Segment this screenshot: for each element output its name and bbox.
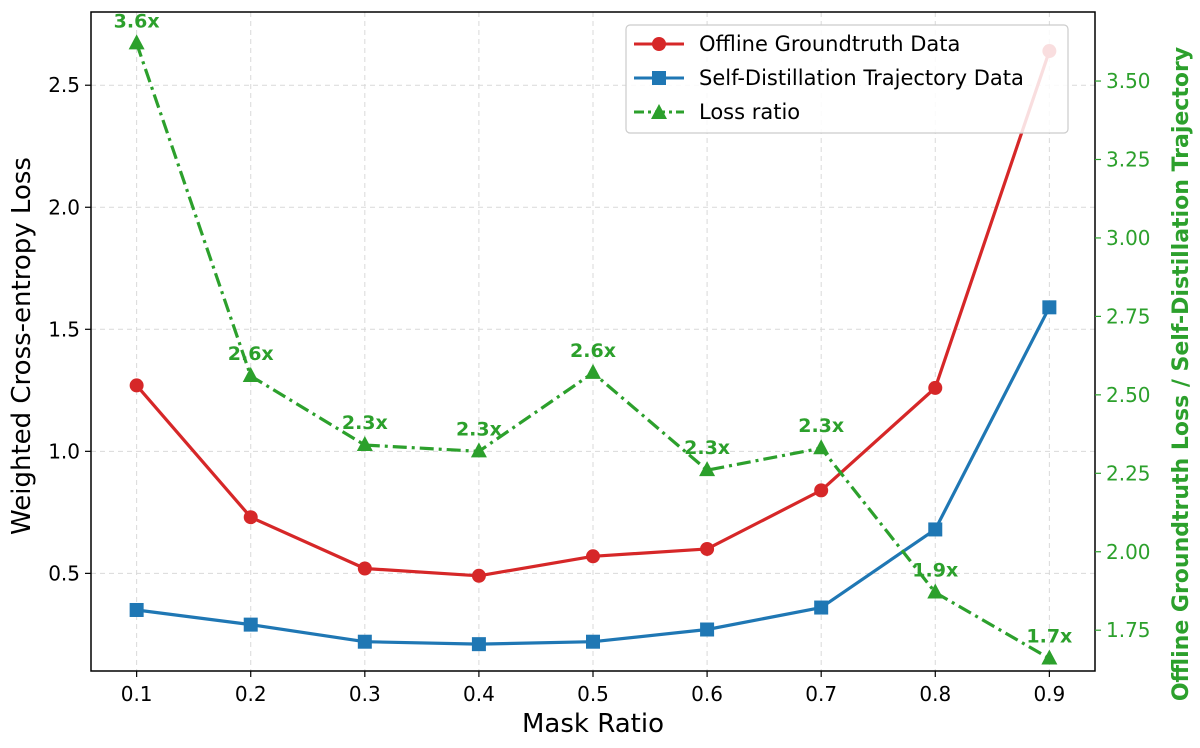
data-point-self-distillation-trajectory-data: [700, 622, 715, 637]
x-tick-label: 0.4: [463, 682, 495, 706]
ratio-data-label: 1.7x: [1026, 625, 1072, 647]
data-point-offline-groundtruth-data: [814, 483, 829, 498]
x-tick-label: 0.2: [235, 682, 267, 706]
legend-label-loss-ratio: Loss ratio: [699, 100, 800, 124]
legend-swatch-loss-ratio-marker: [651, 104, 667, 119]
data-point-self-distillation-trajectory-data: [357, 634, 372, 649]
data-point-self-distillation-trajectory-data: [586, 634, 600, 649]
data-point-offline-groundtruth-data: [700, 541, 715, 556]
data-point-loss-ratio: [242, 367, 259, 383]
ratio-data-label: 1.9x: [912, 560, 958, 582]
legend-entry-loss-ratio: Loss ratio: [634, 100, 800, 124]
data-point-self-distillation-trajectory-data: [928, 522, 943, 537]
y-right-tick-label: 2.25: [1106, 461, 1151, 485]
x-tick-label: 0.5: [577, 682, 609, 706]
x-tick-label: 0.7: [805, 682, 837, 706]
data-point-loss-ratio: [356, 436, 373, 452]
x-tick-label: 0.3: [349, 682, 381, 706]
data-point-offline-groundtruth-data: [471, 568, 486, 583]
ratio-data-label: 2.6x: [228, 343, 274, 365]
ratio-data-labels: 3.6x 2.6x 2.3x 2.3x 2.6x 2.3x 2.3x 1.9x 1.7x: [114, 10, 1073, 647]
data-point-loss-ratio: [813, 439, 830, 455]
y-tick-label: 0.5: [48, 561, 80, 585]
ratio-data-label: 2.6x: [570, 340, 616, 362]
legend-label-self-distillation: Self-Distillation Trajectory Data: [699, 66, 1024, 90]
y-right-tick-label: 3.00: [1106, 226, 1151, 250]
data-point-self-distillation-trajectory-data: [1042, 300, 1057, 315]
x-tick-label: 0.8: [919, 682, 951, 706]
y-right-tick-label: 2.00: [1106, 540, 1151, 564]
ratio-data-label: 2.3x: [342, 412, 388, 434]
y-right-tick-label: 3.50: [1106, 69, 1151, 93]
ratio-data-label: 2.3x: [798, 415, 844, 437]
x-tick-label: 0.1: [121, 682, 153, 706]
y-axis-title: Weighted Cross-entropy Loss: [7, 157, 37, 535]
y-tick-label: 1.5: [48, 317, 80, 341]
legend-swatch-self-distillation-marker: [652, 71, 666, 85]
legend-entry-self-distillation: Self-Distillation Trajectory Data: [634, 66, 1024, 90]
data-point-loss-ratio: [699, 461, 716, 477]
legend-box: [625, 24, 1069, 134]
x-tick-label: 0.6: [691, 682, 723, 706]
axis-ticks: 0.1 0.2 0.3 0.4 0.5 0.6 0.7 0.8 0.9 0.5 1.0 1.5 2.0 2…: [48, 69, 1150, 706]
data-point-loss-ratio: [128, 34, 145, 50]
data-point-loss-ratio: [470, 442, 487, 458]
data-point-self-distillation-trajectory-data: [243, 617, 258, 632]
data-point-offline-groundtruth-data: [586, 549, 600, 564]
data-point-offline-groundtruth-data: [928, 380, 943, 395]
y-right-tick-label: 2.75: [1106, 304, 1151, 328]
y-axis-right-title: Offline Groundtruth Loss / Self-Distilla…: [1169, 47, 1194, 701]
legend-swatch-offline-marker: [652, 37, 666, 51]
x-axis-title: Mask Ratio: [522, 709, 664, 739]
legend-entry-offline-groundtruth: Offline Groundtruth Data: [634, 32, 960, 56]
series-layer: [128, 34, 1058, 665]
data-point-loss-ratio: [585, 363, 601, 379]
data-point-offline-groundtruth-data: [129, 378, 144, 393]
x-tick-label: 0.9: [1033, 682, 1065, 706]
ratio-data-label: 3.6x: [114, 10, 160, 32]
y-right-tick-label: 2.50: [1106, 383, 1151, 407]
data-point-loss-ratio: [927, 583, 944, 599]
ratio-data-label: 2.3x: [684, 437, 730, 459]
y-right-tick-label: 3.25: [1106, 147, 1151, 171]
ratio-data-label: 2.3x: [456, 418, 502, 440]
legend-label-offline-groundtruth: Offline Groundtruth Data: [699, 32, 960, 56]
y-tick-label: 2.0: [48, 195, 80, 219]
data-point-self-distillation-trajectory-data: [471, 637, 486, 652]
y-tick-label: 1.0: [48, 439, 80, 463]
data-point-self-distillation-trajectory-data: [129, 602, 144, 617]
y-right-tick-label: 1.75: [1106, 618, 1151, 642]
data-point-loss-ratio: [1041, 649, 1058, 665]
legend: Offline Groundtruth Data Self-Distillati…: [625, 24, 1069, 134]
data-point-self-distillation-trajectory-data: [814, 600, 829, 615]
data-point-offline-groundtruth-data: [357, 561, 372, 576]
y-tick-label: 2.5: [48, 73, 80, 97]
data-point-offline-groundtruth-data: [243, 510, 258, 525]
